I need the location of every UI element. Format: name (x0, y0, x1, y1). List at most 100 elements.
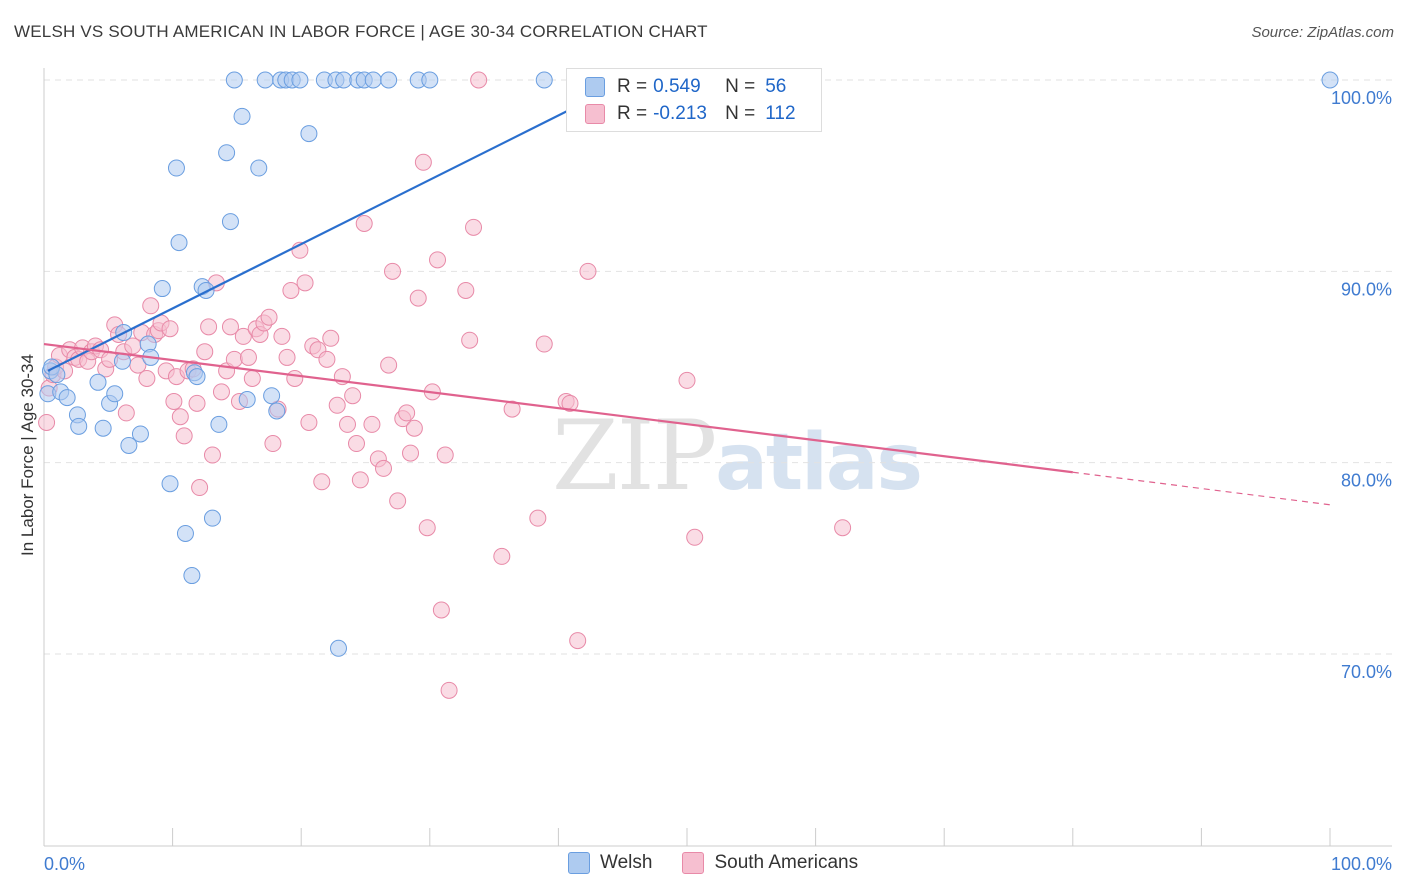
welsh-point (263, 387, 281, 405)
south-americans-point (402, 444, 420, 462)
welsh-point (268, 402, 286, 420)
n-label: N = (725, 103, 756, 124)
south-americans-point (398, 404, 416, 422)
welsh-point (535, 71, 553, 89)
south-americans-point (278, 348, 296, 366)
south-americans-point (117, 404, 135, 422)
south-americans-point (273, 327, 291, 345)
south-americans-point (414, 153, 432, 171)
south-americans-point (529, 509, 547, 527)
welsh-point (203, 509, 221, 527)
south-americans-points (38, 71, 852, 699)
welsh-point (421, 71, 439, 89)
south-americans-point (579, 262, 597, 280)
welsh-point (197, 281, 215, 299)
welsh-point (218, 144, 236, 162)
south-americans-point (318, 350, 336, 368)
south-americans-swatch (585, 104, 605, 124)
south-americans-point (300, 413, 318, 431)
r-label: R = (617, 103, 648, 124)
welsh-point (70, 417, 88, 435)
south-americans-point (461, 331, 479, 349)
welsh-point (1321, 71, 1339, 89)
n-value: 56 (765, 76, 787, 97)
south-americans-point (440, 681, 458, 699)
x-tick-label: 0.0% (44, 854, 85, 874)
r-label: R = (617, 76, 648, 97)
south-americans-point (264, 435, 282, 453)
south-americans-point (161, 320, 179, 338)
south-americans-point (188, 394, 206, 412)
n-value: 112 (765, 103, 796, 124)
south-americans-trend-line (43, 342, 1073, 474)
south-americans-point (678, 371, 696, 389)
south-americans-point (686, 528, 704, 546)
south-americans-point (436, 446, 454, 464)
south-americans-point (221, 318, 239, 336)
south-americans-point (380, 356, 398, 374)
south-americans-point (212, 383, 230, 401)
welsh-point (210, 415, 228, 433)
welsh-point (161, 475, 179, 493)
series-legend: Welsh South Americans (568, 852, 888, 874)
south-americans-point (405, 419, 423, 437)
south-americans-point (196, 343, 214, 361)
welsh-point (335, 71, 353, 89)
south-americans-point (124, 337, 142, 355)
south-americans-point (493, 547, 511, 565)
welsh-point (120, 436, 138, 454)
welsh-point (89, 373, 107, 391)
south-americans-point (243, 369, 261, 387)
welsh-point (167, 159, 185, 177)
welsh-point (153, 280, 171, 298)
legend-item-south-americans[interactable]: South Americans (682, 852, 858, 874)
welsh-point (291, 71, 309, 89)
legend-row-south-americans: R = -0.213 N = 112 (585, 102, 796, 126)
welsh-point (113, 352, 131, 370)
south-americans-point (234, 327, 252, 345)
welsh-point (233, 107, 251, 125)
south-americans-point (355, 215, 373, 232)
south-americans-point (260, 308, 278, 326)
welsh-point (176, 524, 194, 542)
welsh-swatch (568, 852, 590, 874)
south-americans-point (432, 601, 450, 619)
legend-row-welsh: R = 0.549 N = 56 (585, 75, 786, 99)
grid (44, 79, 1392, 655)
south-americans-point (363, 415, 381, 433)
legend-label-south-americans: South Americans (714, 852, 859, 873)
welsh-point (256, 71, 274, 89)
trend-lines (43, 69, 1331, 506)
south-americans-point (569, 632, 587, 650)
y-tick-label: 90.0% (1341, 279, 1392, 299)
south-americans-point (175, 427, 193, 445)
welsh-point (170, 234, 188, 252)
south-americans-point (171, 408, 189, 426)
welsh-point (238, 391, 256, 409)
south-americans-point (142, 297, 160, 315)
welsh-point (188, 368, 206, 386)
r-value: -0.213 (653, 103, 707, 124)
welsh-point (329, 639, 347, 657)
welsh-point (58, 389, 76, 407)
welsh-point (183, 567, 201, 585)
welsh-point (131, 425, 149, 443)
south-americans-point (191, 479, 209, 497)
south-americans-point (225, 350, 243, 368)
south-americans-point (347, 435, 365, 453)
legend-item-welsh[interactable]: Welsh (568, 852, 652, 874)
axes (43, 68, 1392, 847)
legend-label-welsh: Welsh (600, 852, 653, 873)
r-value: 0.549 (653, 76, 701, 97)
south-americans-point (351, 471, 369, 489)
south-americans-point (38, 413, 56, 431)
south-americans-point (389, 492, 407, 510)
south-americans-point (418, 519, 436, 537)
south-americans-point (138, 369, 156, 387)
welsh-point (364, 71, 382, 89)
welsh-point (300, 125, 318, 143)
south-americans-point (375, 459, 393, 477)
south-americans-point (328, 396, 346, 414)
welsh-point (225, 71, 243, 89)
welsh-point (380, 71, 398, 89)
